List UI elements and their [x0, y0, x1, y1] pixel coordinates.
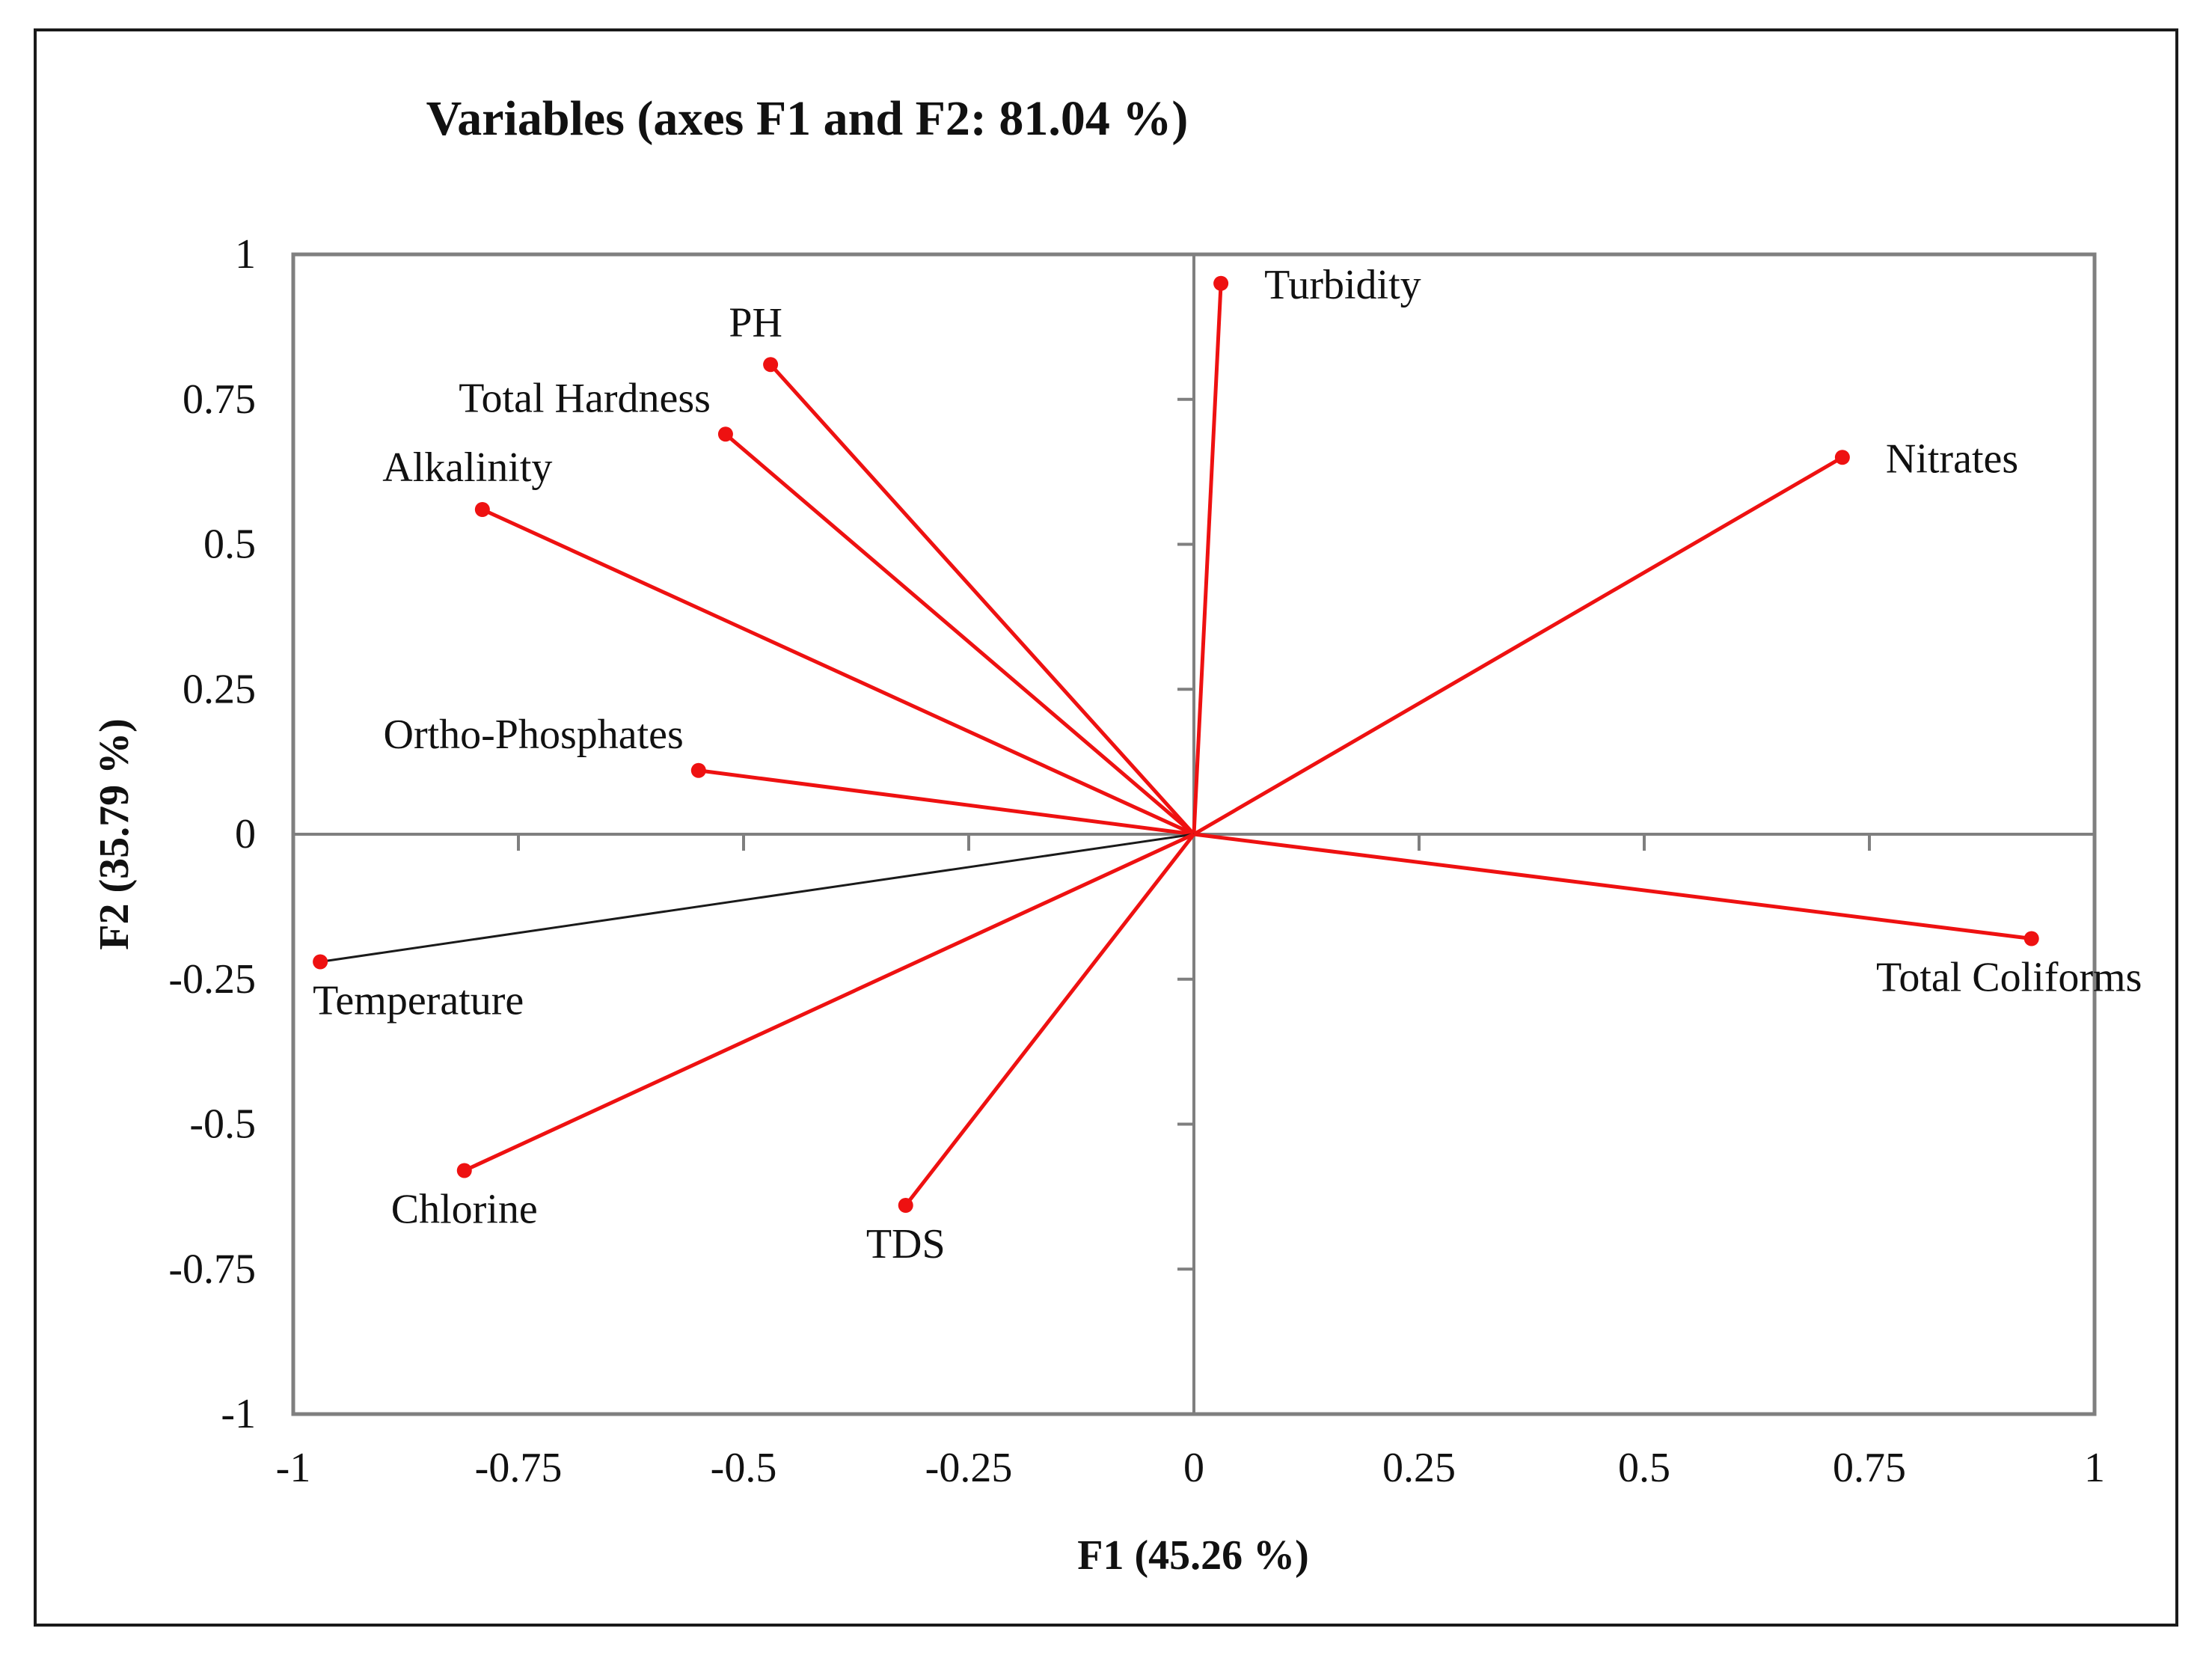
- vector-chlorine: [463, 832, 1195, 1172]
- point-chlorine: [456, 1163, 472, 1178]
- point-total-coliforms: [2023, 931, 2039, 946]
- label-ph: PH: [729, 299, 782, 346]
- point-nitrates: [1834, 450, 1850, 465]
- x-tick-label: -1: [276, 1445, 311, 1491]
- y-tick-label: 0.5: [203, 521, 256, 568]
- x-tick-label: 0.25: [1382, 1445, 1456, 1491]
- vector-alkalinity: [481, 507, 1195, 836]
- vectors-layer: [313, 275, 2039, 1213]
- label-turbidity: Turbidity: [1264, 262, 1421, 308]
- label-chlorine: Chlorine: [391, 1187, 538, 1233]
- vector-ph: [769, 363, 1195, 836]
- y-tick-label: 1: [235, 231, 256, 278]
- vector-nitrates: [1192, 456, 1844, 836]
- labels-layer: Turbidity PH Total Hardness Alkalinity Nitra…: [313, 262, 2142, 1267]
- y-tick-label: -1: [221, 1391, 256, 1437]
- x-tick-label: -0.75: [475, 1445, 563, 1491]
- y-tick-label: 0: [235, 811, 256, 857]
- vector-tds: [904, 833, 1195, 1207]
- label-temperature: Temperature: [313, 978, 524, 1024]
- vector-total-hardness: [724, 432, 1195, 836]
- point-ph: [763, 357, 779, 373]
- pca-variables-chart: Variables (axes F1 and F2: 81.04 %) Turb…: [91, 91, 2142, 1579]
- x-tick-label: 0: [1183, 1445, 1204, 1491]
- point-alkalinity: [474, 502, 490, 517]
- label-nitrates: Nitrates: [1886, 435, 2018, 482]
- label-tds: TDS: [866, 1221, 946, 1267]
- x-tick-label: 0.5: [1618, 1445, 1670, 1491]
- figure-frame: Variables (axes F1 and F2: 81.04 %) Turb…: [34, 28, 2178, 1627]
- vector-turbidity: [1192, 283, 1223, 835]
- x-tick-label: 0.75: [1833, 1445, 1906, 1491]
- x-tick-label: 1: [2084, 1445, 2105, 1491]
- vector-temperature: [319, 833, 1195, 963]
- point-total-hardness: [717, 426, 733, 442]
- label-total-coliforms: Total Coliforms: [1876, 955, 2142, 1001]
- label-total-hardness: Total Hardness: [459, 375, 711, 421]
- y-tick-label: -0.25: [168, 956, 256, 1003]
- y-tick-label: -0.75: [168, 1246, 256, 1292]
- y-tick-label: 0.25: [183, 666, 256, 712]
- label-ortho-phosphates: Ortho-Phosphates: [384, 712, 684, 758]
- y-tick-label: -0.5: [189, 1101, 256, 1148]
- label-alkalinity: Alkalinity: [382, 444, 552, 491]
- point-turbidity: [1213, 275, 1229, 291]
- vector-total-coliforms: [1193, 832, 2032, 940]
- y-tick-label: 0.75: [183, 376, 256, 423]
- vector-ortho-phosphates: [698, 768, 1195, 836]
- chart-title: Variables (axes F1 and F2: 81.04 %): [426, 91, 1189, 146]
- point-temperature: [313, 954, 328, 970]
- x-tick-label: -0.5: [711, 1445, 777, 1491]
- point-ortho-phosphates: [690, 762, 706, 778]
- x-axis-title: F1 (45.26 %): [1077, 1532, 1309, 1579]
- y-axis-title: F2 (35.79 %): [91, 718, 138, 950]
- point-tds: [898, 1198, 913, 1213]
- x-tick-label: -0.25: [925, 1445, 1013, 1491]
- tick-labels-layer: -1 -0.75 -0.5 -0.25 0 0.25 0.5 0.75 1 1 0.75 0.5 0.2…: [168, 231, 2105, 1491]
